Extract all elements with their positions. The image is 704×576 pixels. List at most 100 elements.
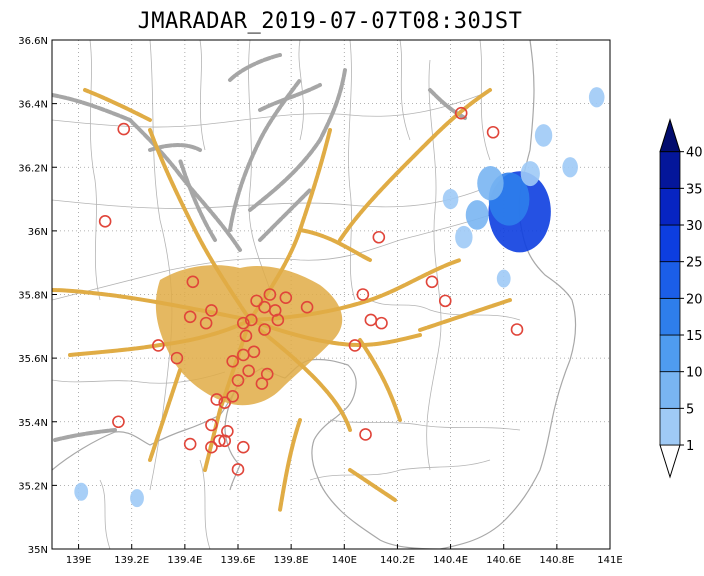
station-marker [375, 316, 388, 330]
station-marker [183, 437, 197, 451]
lon-tick-label: 141E [597, 555, 622, 566]
station-marker [279, 291, 293, 304]
colorbar-segment [659, 371, 681, 409]
map-area [52, 40, 610, 549]
lon-tick-label: 139.2E [114, 555, 149, 566]
station-marker [237, 440, 250, 454]
station-marker [98, 215, 112, 228]
colorbar-label: 35 [686, 182, 703, 197]
station-marker [510, 323, 524, 336]
station-marker [205, 440, 218, 454]
colorbar-label: 20 [686, 292, 703, 307]
lat-tick-label: 35.6N [18, 354, 48, 365]
lon-tick-label: 139.8E [274, 555, 309, 566]
lon-tick-label: 140.4E [433, 555, 468, 566]
station-marker [454, 106, 468, 120]
colorbar-label: 5 [686, 402, 694, 417]
lat-tick-label: 36N [28, 227, 48, 238]
station-marker [226, 355, 239, 368]
station-marker [239, 329, 253, 343]
colorbar-label: 10 [686, 366, 703, 381]
lat-tick-label: 36.4N [18, 100, 48, 111]
station-marker [186, 275, 200, 289]
station-marker [170, 351, 184, 365]
echo-cell [520, 161, 540, 187]
radar-echoes [74, 87, 605, 508]
station-marker [263, 288, 277, 301]
minor-roads [52, 53, 467, 442]
station-marker [250, 294, 263, 308]
station-marker [438, 294, 452, 308]
colorbar-label: 25 [686, 256, 703, 271]
station-marker [221, 424, 234, 438]
station-marker [348, 339, 362, 352]
station-marker [255, 377, 269, 390]
lat-tick-label: 36.6N [18, 36, 48, 47]
station-marker [117, 122, 131, 136]
colorbar-label: 15 [686, 329, 703, 344]
echo-cell [74, 482, 89, 501]
colorbar-label: 40 [686, 146, 703, 161]
station-marker [218, 396, 232, 409]
echo-cell [534, 124, 553, 147]
station-marker [183, 310, 197, 324]
lat-tick-label: 35.4N [18, 418, 48, 429]
colorbar-segment [659, 297, 681, 336]
station-marker [486, 125, 500, 139]
echo-cell [465, 200, 489, 230]
lat-tick-label: 36.2N [18, 163, 48, 174]
colorbar-under-triangle [659, 444, 681, 479]
colorbar-segment [659, 187, 681, 226]
station-marker [258, 323, 271, 336]
station-marker [199, 316, 213, 330]
station-marker [151, 339, 165, 352]
station-marker [210, 393, 224, 406]
station-marker [425, 275, 439, 289]
lon-tick-label: 140.8E [539, 555, 574, 566]
station-marker [231, 463, 245, 476]
echo-cell [562, 157, 578, 178]
station-marker [226, 389, 239, 403]
station-marker [356, 288, 370, 301]
colorbar-over-triangle [659, 117, 681, 153]
lon-tick-label: 139.6E [221, 555, 256, 566]
colorbar-label: 30 [686, 219, 703, 234]
station-marker [205, 418, 218, 432]
echo-cell [477, 165, 504, 201]
observation-stations [98, 106, 524, 476]
echo-cell [130, 489, 144, 508]
colorbar-segment [659, 334, 681, 373]
station-marker [213, 434, 226, 448]
lon-tick-label: 140.2E [380, 555, 415, 566]
lat-tick-label: 35N [28, 545, 48, 556]
station-marker [231, 374, 245, 387]
station-marker [372, 230, 386, 244]
axis-ticks: 139E 139.2E 139.4E 139.6E 139.8E 140E 140.2E 14… [18, 36, 622, 566]
lon-tick-label: 139.4E [167, 555, 202, 566]
colorbar-label: 1 [686, 439, 694, 454]
colorbar-segment [659, 151, 681, 189]
colorbar-segment [659, 224, 681, 263]
station-marker [260, 367, 274, 381]
station-marker [244, 313, 258, 327]
echo-cell [588, 87, 605, 108]
colorbar-segment [659, 407, 681, 446]
station-marker [237, 316, 250, 330]
station-marker [359, 428, 372, 441]
lon-tick-label: 140.6E [486, 555, 521, 566]
echo-cell [442, 188, 459, 210]
map-title: JMARADAR_2019-07-07T08:30JST [138, 9, 523, 34]
station-marker [242, 364, 255, 378]
station-marker [247, 345, 261, 359]
lon-tick-label: 139E [66, 555, 91, 566]
station-marker [205, 304, 218, 317]
echo-cell [455, 225, 473, 249]
lat-tick-label: 35.8N [18, 291, 48, 302]
station-marker [271, 313, 285, 327]
echo-cell [496, 269, 511, 288]
colorbar-segment [659, 261, 681, 299]
lat-tick-label: 35.2N [18, 481, 48, 492]
lon-tick-label: 140E [332, 555, 357, 566]
